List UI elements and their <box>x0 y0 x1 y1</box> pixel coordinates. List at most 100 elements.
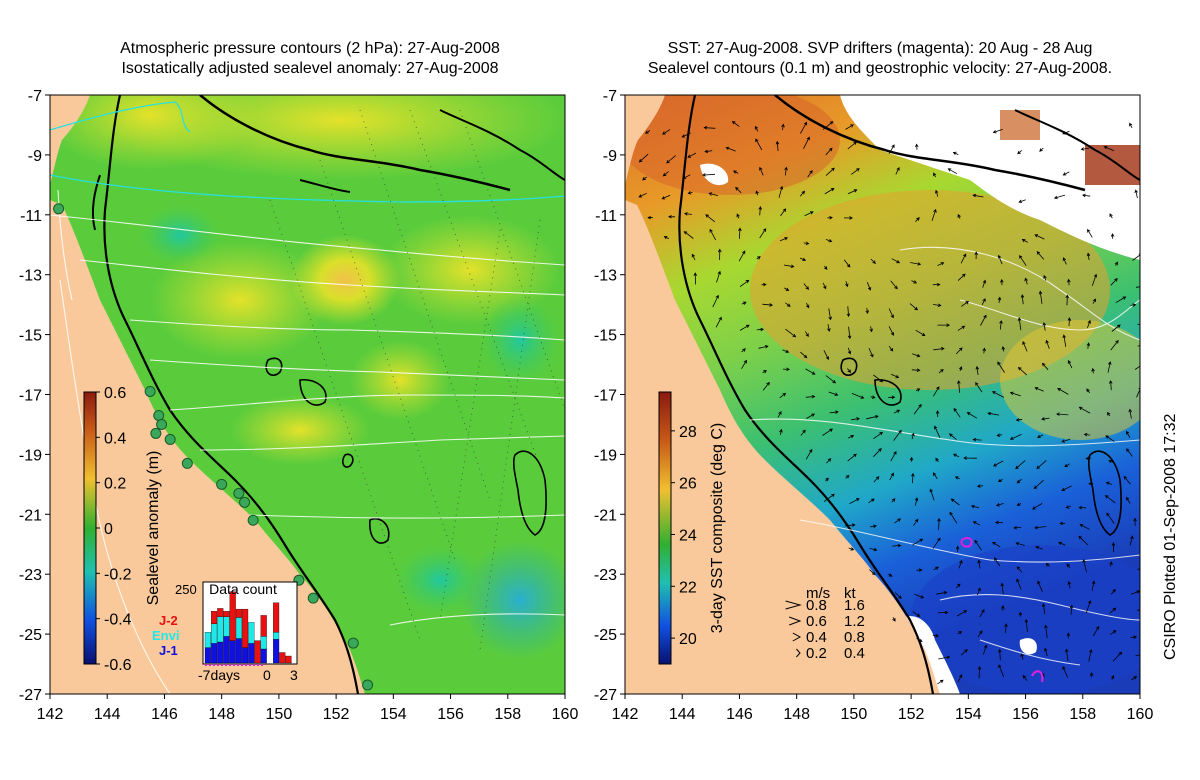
colorbar-tick-label: 22 <box>679 579 697 596</box>
velocity-arrow <box>738 227 742 239</box>
sea-level-anomaly-map <box>50 95 565 694</box>
velocity-arrow <box>933 566 939 571</box>
velocity-arrow <box>1123 475 1131 485</box>
lat-tick-label: -21 <box>19 507 42 524</box>
velocity-arrow <box>909 456 914 462</box>
velocity-arrow <box>915 143 919 150</box>
velocity-arrow <box>913 403 922 415</box>
velocity-arrow <box>661 194 671 200</box>
data-count-bar-envi <box>248 622 255 644</box>
velocity-arrow <box>1069 604 1074 615</box>
velocity-arrow <box>1064 648 1069 661</box>
velocity-arrow <box>683 231 694 239</box>
velocity-arrow <box>851 168 860 175</box>
plot-credit: CSIRO Plotted 01-Sep-2008 17:32 <box>1162 413 1179 660</box>
velocity-arrow <box>911 280 918 284</box>
velocity-arrow <box>996 503 1004 507</box>
velocity-arrow <box>780 208 787 217</box>
data-count-bar-j1 <box>204 647 211 664</box>
velocity-arrow <box>822 121 834 130</box>
velocity-arrow <box>803 241 810 246</box>
velocity-arrow <box>778 185 784 198</box>
velocity-arrow <box>938 368 944 374</box>
colorbar-tick-label: -0.6 <box>104 657 132 674</box>
velocity-arrow <box>1034 234 1045 240</box>
colorbar-tick-label: 28 <box>679 424 697 441</box>
velocity-arrow <box>1082 558 1087 573</box>
velocity-arrow <box>1111 542 1116 552</box>
velocity-arrow <box>1017 150 1023 155</box>
sst-colorbar-ramp <box>658 391 672 665</box>
velocity-arrow <box>1107 361 1112 373</box>
velocity-arrow <box>1091 580 1096 591</box>
velocity-arrow <box>779 237 789 242</box>
velocity-arrow <box>725 146 736 152</box>
velocity-arrow <box>869 326 873 333</box>
velocity-arrow <box>1115 296 1127 304</box>
velocity-arrow <box>1001 346 1006 352</box>
sst-cool-south <box>910 545 1140 694</box>
velocity-key-ms: 0.2 <box>806 645 827 662</box>
velocity-arrow <box>911 368 921 372</box>
lat-tick-label: -19 <box>19 447 42 464</box>
velocity-arrow <box>805 302 810 309</box>
data-count-xlabel-start: -7days <box>198 667 240 683</box>
velocity-arrow <box>865 307 869 315</box>
lat-tick-label: -7 <box>603 88 617 105</box>
velocity-arrow <box>822 282 827 290</box>
velocity-key-arrow <box>789 616 802 626</box>
velocity-arrow <box>1126 496 1131 504</box>
lon-tick-label: 158 <box>494 706 521 723</box>
velocity-arrow <box>702 173 716 177</box>
velocity-arrow <box>1111 324 1121 332</box>
velocity-arrow <box>1110 630 1117 636</box>
velocity-arrow <box>1016 502 1022 506</box>
tide-gauge-marker <box>144 386 156 398</box>
velocity-arrow <box>933 386 940 397</box>
velocity-arrow <box>822 428 833 436</box>
velocity-arrow <box>703 126 716 130</box>
velocity-arrow <box>1092 298 1096 304</box>
velocity-arrow <box>645 130 651 134</box>
velocity-arrow <box>1067 580 1072 589</box>
velocity-arrow <box>952 151 959 156</box>
velocity-arrow <box>1137 567 1140 571</box>
velocity-arrow <box>970 504 979 509</box>
lat-tick-label: -15 <box>19 328 42 345</box>
velocity-arrow <box>966 412 978 419</box>
lat-tick-label: -27 <box>594 687 617 704</box>
velocity-arrow <box>1015 460 1026 470</box>
velocity-arrow <box>976 484 984 488</box>
lon-tick-label: 152 <box>898 706 925 723</box>
lon-tick-label: 160 <box>1127 706 1154 723</box>
data-count-xlabel-zero: 0 <box>263 667 271 683</box>
velocity-arrow <box>755 190 759 196</box>
velocity-arrow <box>755 138 763 151</box>
velocity-arrow <box>1092 625 1100 637</box>
velocity-key-ms: 0.6 <box>806 613 827 630</box>
velocity-arrow <box>977 559 981 569</box>
lon-tick-label: 142 <box>612 706 639 723</box>
velocity-arrow <box>845 474 850 479</box>
land-queensland <box>50 200 365 694</box>
velocity-arrow <box>781 123 785 130</box>
velocity-arrow <box>1056 412 1069 416</box>
velocity-arrow <box>807 169 813 178</box>
velocity-arrow <box>887 573 893 577</box>
velocity-arrow <box>957 325 966 331</box>
velocity-arrow <box>997 478 1003 482</box>
velocity-arrow <box>996 433 1003 437</box>
velocity-arrow <box>843 216 853 220</box>
velocity-arrow <box>1043 274 1047 281</box>
velocity-arrow <box>915 217 920 222</box>
velocity-arrow <box>825 147 833 156</box>
velocity-arrow <box>957 380 961 393</box>
velocity-arrow <box>954 476 960 480</box>
velocity-arrow <box>1110 233 1115 239</box>
velocity-arrow <box>1044 624 1048 639</box>
velocity-arrow <box>929 488 935 501</box>
velocity-arrow <box>1137 345 1140 347</box>
tide-gauge-marker <box>239 496 251 508</box>
velocity-arrow <box>890 373 900 379</box>
lon-tick-label: 146 <box>726 706 753 723</box>
